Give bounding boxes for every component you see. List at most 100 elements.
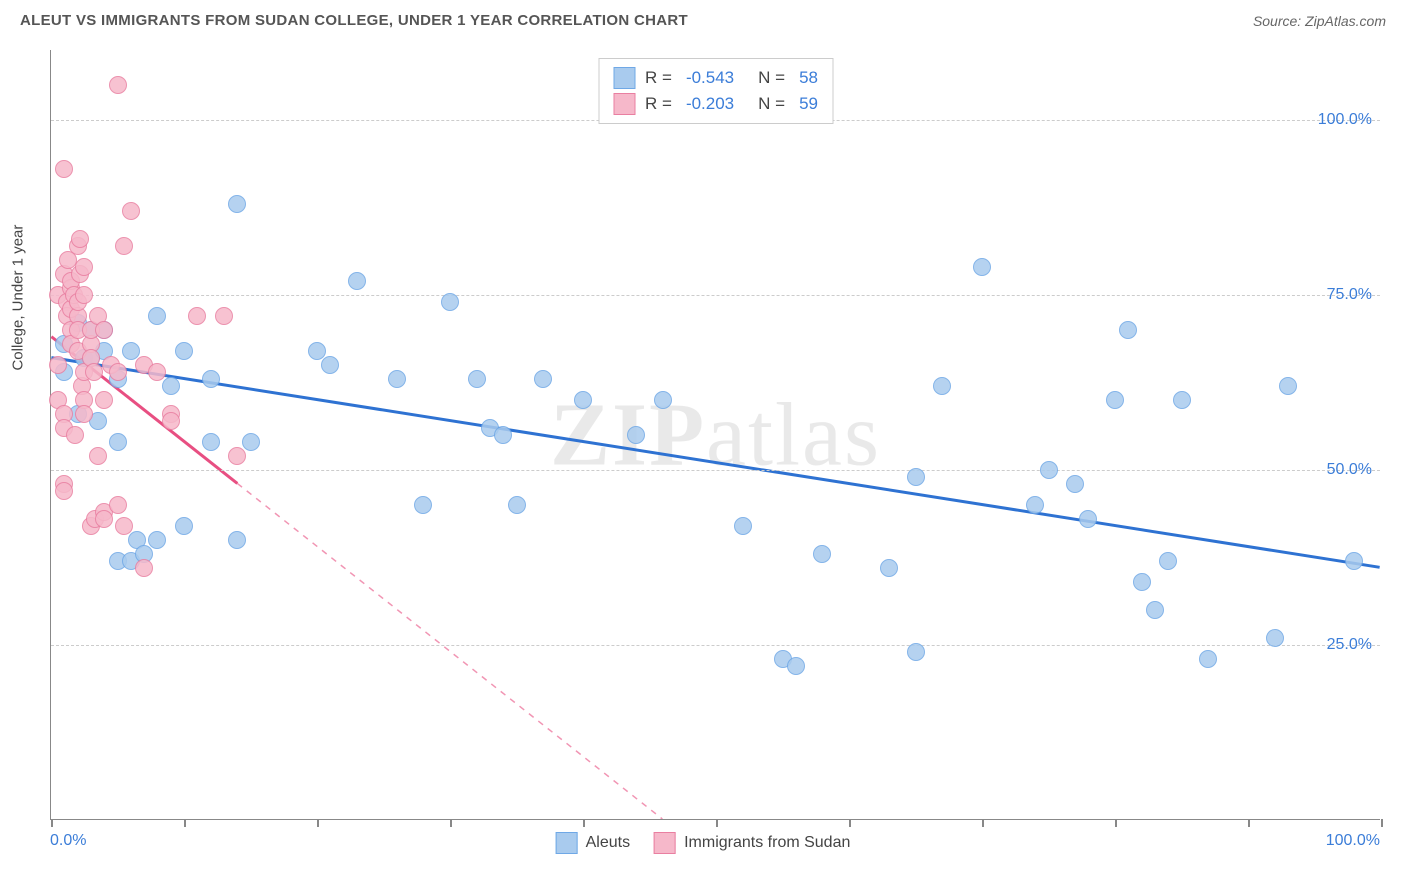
data-point <box>75 258 93 276</box>
correlation-legend: R = -0.543 N = 58 R = -0.203 N = 59 <box>598 58 833 124</box>
data-point <box>95 391 113 409</box>
legend-swatch <box>556 832 578 854</box>
x-tick <box>184 819 186 827</box>
legend-swatch <box>654 832 676 854</box>
data-point <box>148 307 166 325</box>
data-point <box>55 482 73 500</box>
data-point <box>933 377 951 395</box>
data-point <box>1106 391 1124 409</box>
x-tick <box>1248 819 1250 827</box>
data-point <box>148 531 166 549</box>
x-tick <box>849 819 851 827</box>
y-tick-label: 25.0% <box>1327 636 1372 654</box>
legend-n-label: N = <box>758 94 785 114</box>
data-point <box>813 545 831 563</box>
data-point <box>414 496 432 514</box>
data-point <box>122 202 140 220</box>
data-point <box>627 426 645 444</box>
data-point <box>228 531 246 549</box>
legend-series-item: Aleuts <box>556 832 630 854</box>
legend-r-label: R = <box>645 68 672 88</box>
gridline <box>51 470 1380 471</box>
legend-r-label: R = <box>645 94 672 114</box>
legend-swatch <box>613 67 635 89</box>
data-point <box>508 496 526 514</box>
y-tick-label: 75.0% <box>1327 286 1372 304</box>
data-point <box>787 657 805 675</box>
legend-series-item: Immigrants from Sudan <box>654 832 850 854</box>
y-axis-title: College, Under 1 year <box>10 225 27 371</box>
data-point <box>494 426 512 444</box>
y-tick-label: 100.0% <box>1318 111 1372 129</box>
data-point <box>1279 377 1297 395</box>
legend-n-label: N = <box>758 68 785 88</box>
data-point <box>654 391 672 409</box>
legend-swatch <box>613 93 635 115</box>
data-point <box>1146 601 1164 619</box>
chart-title: ALEUT VS IMMIGRANTS FROM SUDAN COLLEGE, … <box>20 12 688 29</box>
data-point <box>1199 650 1217 668</box>
data-point <box>1066 475 1084 493</box>
data-point <box>1119 321 1137 339</box>
data-point <box>202 370 220 388</box>
series-legend: Aleuts Immigrants from Sudan <box>556 832 851 854</box>
x-tick <box>982 819 984 827</box>
x-tick <box>450 819 452 827</box>
data-point <box>1266 629 1284 647</box>
legend-n-value: 58 <box>799 68 818 88</box>
data-point <box>1159 552 1177 570</box>
legend-series-label: Aleuts <box>586 834 630 852</box>
data-point <box>175 517 193 535</box>
legend-r-value: -0.203 <box>686 94 734 114</box>
x-axis-min-label: 0.0% <box>50 832 86 850</box>
data-point <box>95 321 113 339</box>
data-point <box>75 286 93 304</box>
data-point <box>1173 391 1191 409</box>
data-point <box>95 510 113 528</box>
data-point <box>89 447 107 465</box>
x-tick <box>716 819 718 827</box>
data-point <box>880 559 898 577</box>
gridline <box>51 295 1380 296</box>
data-point <box>215 307 233 325</box>
data-point <box>973 258 991 276</box>
data-point <box>71 230 89 248</box>
data-point <box>1040 461 1058 479</box>
data-point <box>348 272 366 290</box>
legend-n-value: 59 <box>799 94 818 114</box>
legend-stat-row: R = -0.203 N = 59 <box>613 91 818 117</box>
data-point <box>1079 510 1097 528</box>
data-point <box>468 370 486 388</box>
x-tick <box>1115 819 1117 827</box>
data-point <box>115 517 133 535</box>
y-tick-label: 50.0% <box>1327 461 1372 479</box>
data-point <box>907 643 925 661</box>
x-tick <box>51 819 53 827</box>
data-point <box>75 405 93 423</box>
data-point <box>907 468 925 486</box>
data-point <box>228 195 246 213</box>
x-tick <box>317 819 319 827</box>
data-point <box>162 412 180 430</box>
gridline <box>51 645 1380 646</box>
data-point <box>115 237 133 255</box>
source-attribution: Source: ZipAtlas.com <box>1253 13 1386 29</box>
data-point <box>66 426 84 444</box>
data-point <box>109 363 127 381</box>
data-point <box>109 76 127 94</box>
legend-r-value: -0.543 <box>686 68 734 88</box>
data-point <box>162 377 180 395</box>
data-point <box>202 433 220 451</box>
data-point <box>321 356 339 374</box>
data-point <box>441 293 459 311</box>
data-point <box>242 433 260 451</box>
x-tick <box>1381 819 1383 827</box>
data-point <box>1026 496 1044 514</box>
x-tick <box>583 819 585 827</box>
data-point <box>175 342 193 360</box>
data-point <box>1345 552 1363 570</box>
data-point <box>135 559 153 577</box>
data-point <box>574 391 592 409</box>
legend-series-label: Immigrants from Sudan <box>684 834 850 852</box>
chart-plot-area: ZIPatlas R =-0.543N =58R =-0.203N =59 25… <box>50 50 1380 820</box>
